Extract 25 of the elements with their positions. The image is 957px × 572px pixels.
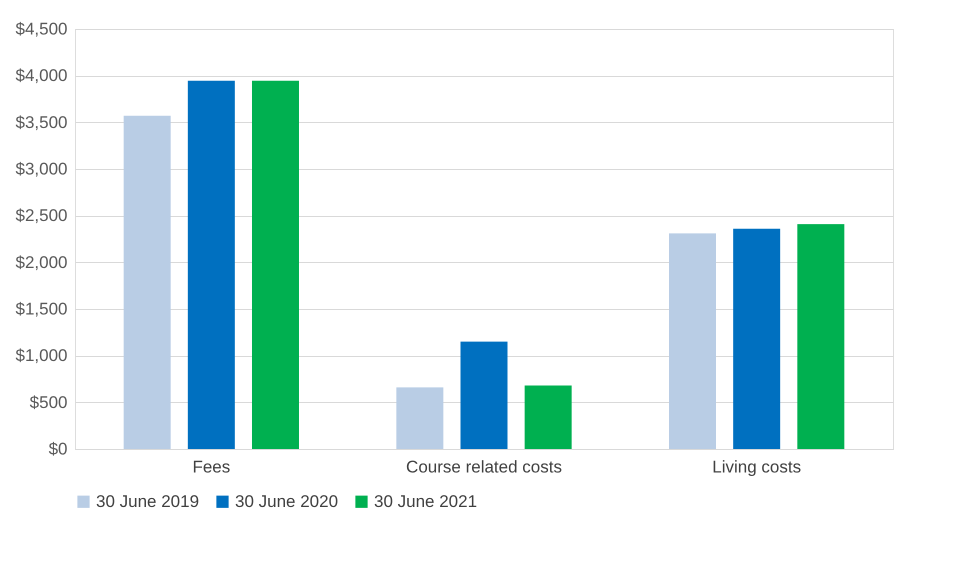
- y-tick-label: $1,000: [16, 346, 68, 366]
- y-tick-label: $1,500: [16, 300, 68, 318]
- y-tick-label: $4,500: [16, 20, 68, 38]
- bar: [188, 80, 235, 449]
- bar: [252, 80, 299, 449]
- bar: [733, 228, 780, 449]
- bar: [396, 387, 444, 449]
- bar: [669, 233, 716, 449]
- legend-label: 30 June 2020: [235, 492, 338, 511]
- y-tick-label: $0: [48, 440, 68, 458]
- bar: [797, 224, 844, 449]
- y-tick-label: $2,000: [16, 252, 68, 272]
- y-tick-label: $3,000: [16, 160, 68, 178]
- legend-label: 30 June 2019: [96, 492, 200, 511]
- x-tick-label: Living costs: [712, 458, 802, 476]
- y-tick-label: $500: [30, 392, 68, 412]
- x-tick-label: Fees: [192, 458, 230, 476]
- bar: [124, 116, 171, 449]
- bar: [460, 342, 508, 449]
- y-tick-label: $2,500: [16, 206, 68, 226]
- y-tick-label: $3,500: [16, 112, 68, 132]
- y-tick-label: $4,000: [16, 66, 68, 86]
- legend-label: 30 June 2021: [374, 492, 478, 511]
- bar: [524, 386, 572, 449]
- x-tick-label: Course related costs: [406, 458, 562, 476]
